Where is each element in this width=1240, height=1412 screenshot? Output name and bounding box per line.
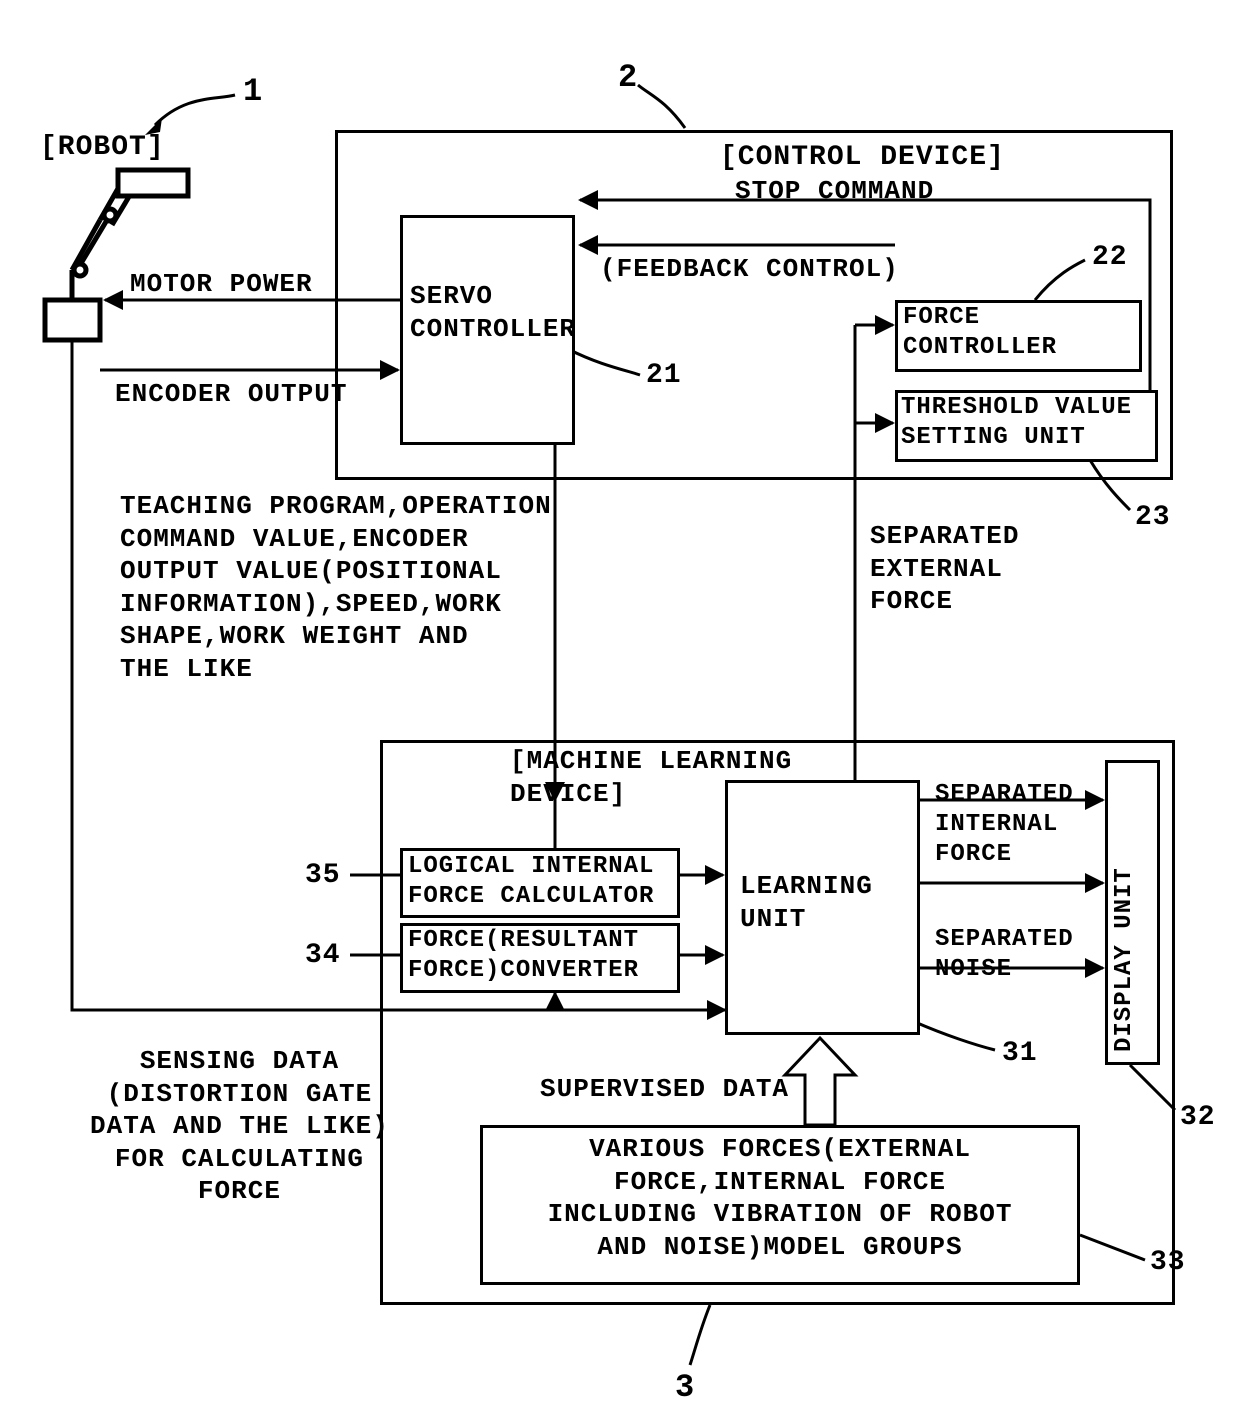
display-unit-label: DISPLAY UNIT (1110, 772, 1140, 1052)
ref-21: 21 (646, 358, 682, 393)
feedback-control-label: (FEEDBACK CONTROL) (600, 253, 899, 286)
ref-22: 22 (1092, 240, 1128, 275)
servo-controller-label: SERVO CONTROLLER (410, 280, 576, 345)
separated-noise-label: SEPARATED NOISE (935, 925, 1074, 985)
motor-power-label: MOTOR POWER (130, 268, 313, 301)
force-controller-label: FORCE CONTROLLER (903, 303, 1057, 363)
ref-34: 34 (305, 938, 341, 973)
model-groups-label: VARIOUS FORCES(EXTERNAL FORCE,INTERNAL F… (500, 1133, 1060, 1263)
machine-learning-title: [MACHINE LEARNING DEVICE] (510, 745, 792, 810)
threshold-unit-label: THRESHOLD VALUE SETTING UNIT (901, 393, 1132, 453)
ref-35: 35 (305, 858, 341, 893)
separated-internal-label: SEPARATED INTERNAL FORCE (935, 780, 1074, 870)
encoder-output-label: ENCODER OUTPUT (115, 378, 347, 411)
ref-23: 23 (1135, 500, 1171, 535)
learning-unit-label: LEARNING UNIT (740, 870, 873, 935)
ref-1: 1 (243, 72, 263, 112)
sensing-label: SENSING DATA (DISTORTION GATE DATA AND T… (90, 1045, 389, 1208)
logical-calc-label: LOGICAL INTERNAL FORCE CALCULATOR (408, 852, 654, 912)
stop-command-label: STOP COMMAND (735, 175, 934, 208)
ref-32: 32 (1180, 1100, 1216, 1135)
ref-31: 31 (1002, 1036, 1038, 1071)
robot-title: [ROBOT] (40, 130, 165, 165)
control-device-title: [CONTROL DEVICE] (720, 140, 1005, 175)
teaching-label: TEACHING PROGRAM,OPERATION COMMAND VALUE… (120, 490, 552, 685)
supervised-label: SUPERVISED DATA (540, 1073, 789, 1106)
force-converter-label: FORCE(RESULTANT FORCE)CONVERTER (408, 926, 639, 986)
separated-external-label: SEPARATED EXTERNAL FORCE (870, 520, 1019, 618)
ref-2: 2 (618, 58, 638, 98)
ref-3: 3 (675, 1368, 695, 1408)
ref-33: 33 (1150, 1245, 1186, 1280)
